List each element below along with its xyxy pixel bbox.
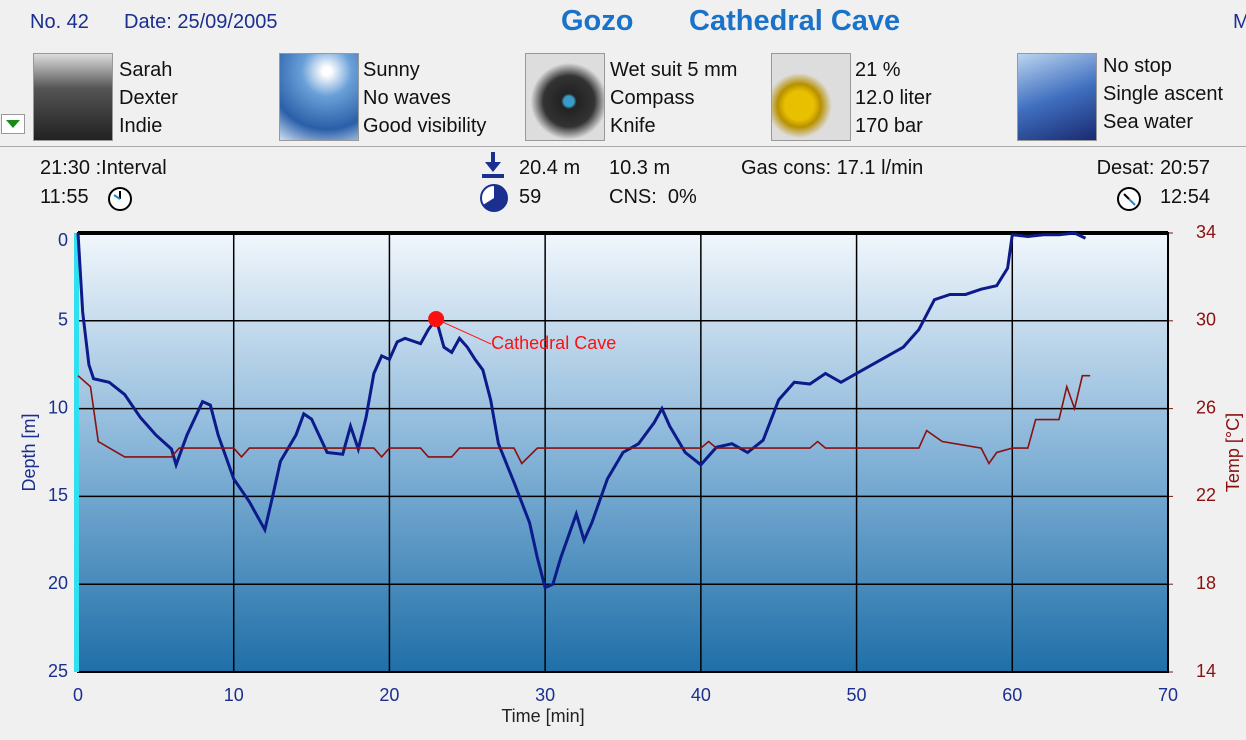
cut-text: M [1233, 11, 1246, 33]
panel-text: Sea water [1103, 111, 1194, 133]
annotation-leader [435, 318, 492, 345]
y-tick-label: 15 [48, 485, 68, 505]
y-tick-label: 20 [48, 573, 68, 593]
exit-time: 12:54 [1159, 186, 1210, 208]
clock-icon [1117, 187, 1141, 211]
y-tick-label: 5 [58, 310, 68, 330]
profile-chart: 0 10 20 30 40 50 60 70 0 5 10 15 20 25 14 18 22 26 30 34 Dep… [19, 225, 1243, 726]
location: Gozo [561, 5, 634, 37]
interval: 21:30 :Interval [40, 157, 167, 179]
panel-text: 170 bar [855, 115, 923, 137]
weather-icon [279, 53, 359, 141]
y2-tick-label: 26 [1196, 397, 1216, 417]
x-tick-label: 50 [847, 685, 867, 705]
dropdown-arrow [6, 120, 20, 128]
desaturation: Desat: 20:57 [1096, 157, 1210, 179]
panel-text: Compass [610, 87, 695, 109]
x-axis-label: Time [min] [501, 706, 584, 726]
panel-text: Good visibility [363, 115, 487, 137]
y-tick-label: 10 [48, 397, 68, 417]
y-axis-label: Depth [m] [19, 413, 39, 491]
depth-line [76, 231, 1087, 590]
panel-text: Indie [119, 115, 163, 137]
y2-tick-label: 22 [1196, 485, 1216, 505]
panel-text: No waves [363, 87, 451, 109]
y2-tick-label: 18 [1196, 573, 1216, 593]
annotation-marker [428, 311, 445, 328]
y2-tick-label: 14 [1196, 661, 1216, 681]
max-depth: 20.4 m [519, 157, 581, 179]
temperature-line [77, 374, 1091, 466]
x-tick-label: 20 [379, 685, 399, 705]
y2-tick-label: 34 [1196, 225, 1216, 242]
avg-depth: 10.3 m [609, 157, 671, 179]
y-tick-label: 25 [48, 661, 68, 681]
panel-text: 21 % [855, 59, 901, 81]
cns: CNS: 0% [609, 186, 697, 208]
x-tick-label: 70 [1158, 685, 1178, 705]
site: Cathedral Cave [689, 5, 901, 37]
duration: 59 [519, 186, 542, 208]
panel-text: Wet suit 5 mm [610, 59, 738, 81]
dive-date: Date: 25/09/2005 [124, 11, 278, 33]
depth-icon [482, 152, 504, 178]
entry-time: 11:55 [40, 186, 89, 208]
separator [0, 146, 1246, 147]
panel-text: Dexter [119, 87, 178, 109]
panel-text: 12.0 liter [855, 87, 932, 109]
tank-icon [771, 53, 851, 141]
dropdown-button[interactable] [1, 114, 25, 134]
panel-text: Sarah [119, 59, 173, 81]
y2-tick-label: 30 [1196, 310, 1216, 330]
panel-text: Sunny [363, 59, 420, 81]
panel-text: No stop [1103, 55, 1172, 77]
x-tick-label: 10 [224, 685, 244, 705]
surface-bar [74, 233, 79, 672]
x-tick-label: 60 [1002, 685, 1022, 705]
buddies-icon [33, 53, 113, 141]
gas-consumption: Gas cons: 17.1 l/min [741, 157, 924, 179]
duration-icon [480, 184, 508, 212]
dive-number: No. 42 [30, 11, 89, 33]
y-tick-label: 0 [58, 230, 68, 250]
clock-icon [108, 187, 132, 211]
x-tick-label: 0 [73, 685, 83, 705]
annotation-label: Cathedral Cave [491, 333, 616, 353]
panel-text: Single ascent [1103, 83, 1224, 105]
panel-text: Knife [610, 115, 656, 137]
x-tick-label: 30 [535, 685, 555, 705]
dive-type-icon [1017, 53, 1097, 141]
x-tick-label: 40 [691, 685, 711, 705]
y2-axis-label: Temp [°C] [1223, 413, 1243, 492]
equipment-icon [525, 53, 605, 141]
